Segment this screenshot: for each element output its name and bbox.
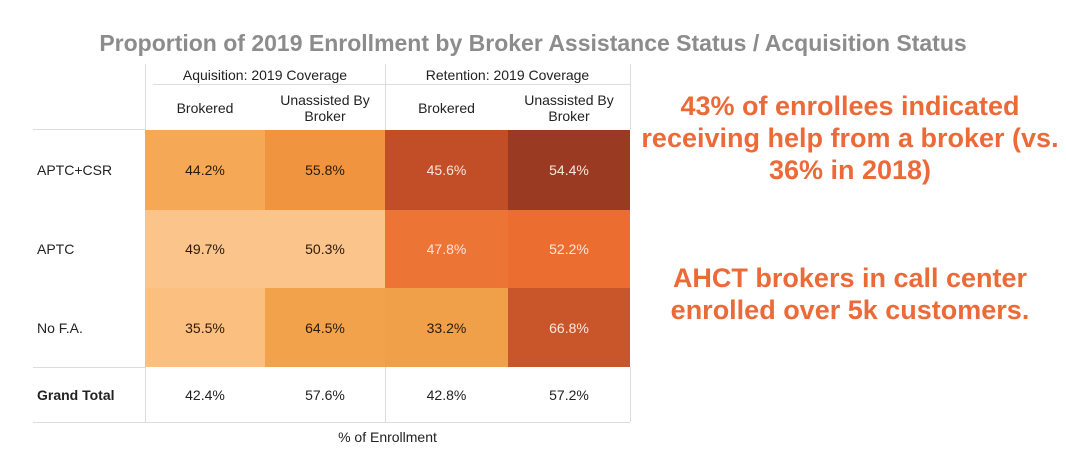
heatmap-cell: 33.2% [385,288,508,367]
divider [145,64,146,130]
note-call-center: AHCT brokers in call center enrolled ove… [670,263,1030,325]
grand-total-cell: 57.2% [549,386,589,403]
row-label: No F.A. [37,319,83,336]
column-group-header: Retention: 2019 Coverage [425,66,590,83]
heatmap-cell: 49.7% [145,210,265,288]
grand-total-cell: 57.6% [305,386,345,403]
divider [33,422,630,423]
grand-total-label: Grand Total [37,386,115,403]
x-axis-label: % of Enrollment [338,429,437,445]
heatmap-cell: 45.6% [385,130,508,210]
chart-title: Proportion of 2019 Enrollment by Broker … [99,30,967,56]
grand-total-cell: 42.4% [185,386,225,403]
row-label: APTC [37,241,75,257]
grand-total-cell: 42.8% [426,386,467,403]
divider [33,367,145,368]
divider [145,367,146,422]
column-header: Brokered [418,99,475,116]
note-broker-help: 43% of enrollees indicated receiving hel… [641,91,1059,185]
divider [630,367,631,422]
heatmap-cell: 64.5% [265,288,385,367]
column-header: Unassisted By Broker [524,91,614,124]
heatmap-cell: 47.8% [385,210,508,288]
divider [385,367,386,422]
column-header: Brokered [176,99,234,116]
heatmap-cell: 55.8% [265,130,385,210]
row-label: APTC+CSR [37,162,113,178]
column-header: Unassisted By Broker [280,91,370,124]
heatmap-cell: 50.3% [265,210,385,288]
heatmap-cell: 66.8% [508,288,630,367]
heatmap-cell: 54.4% [508,130,630,210]
divider [33,129,145,130]
divider [630,64,631,130]
heatmap-cell: 52.2% [508,210,630,288]
heatmap-cell: 35.5% [145,288,265,367]
divider [385,64,386,130]
column-group-header: Aquisition: 2019 Coverage [182,66,348,83]
divider [153,84,630,85]
heatmap-cell: 44.2% [145,130,265,210]
